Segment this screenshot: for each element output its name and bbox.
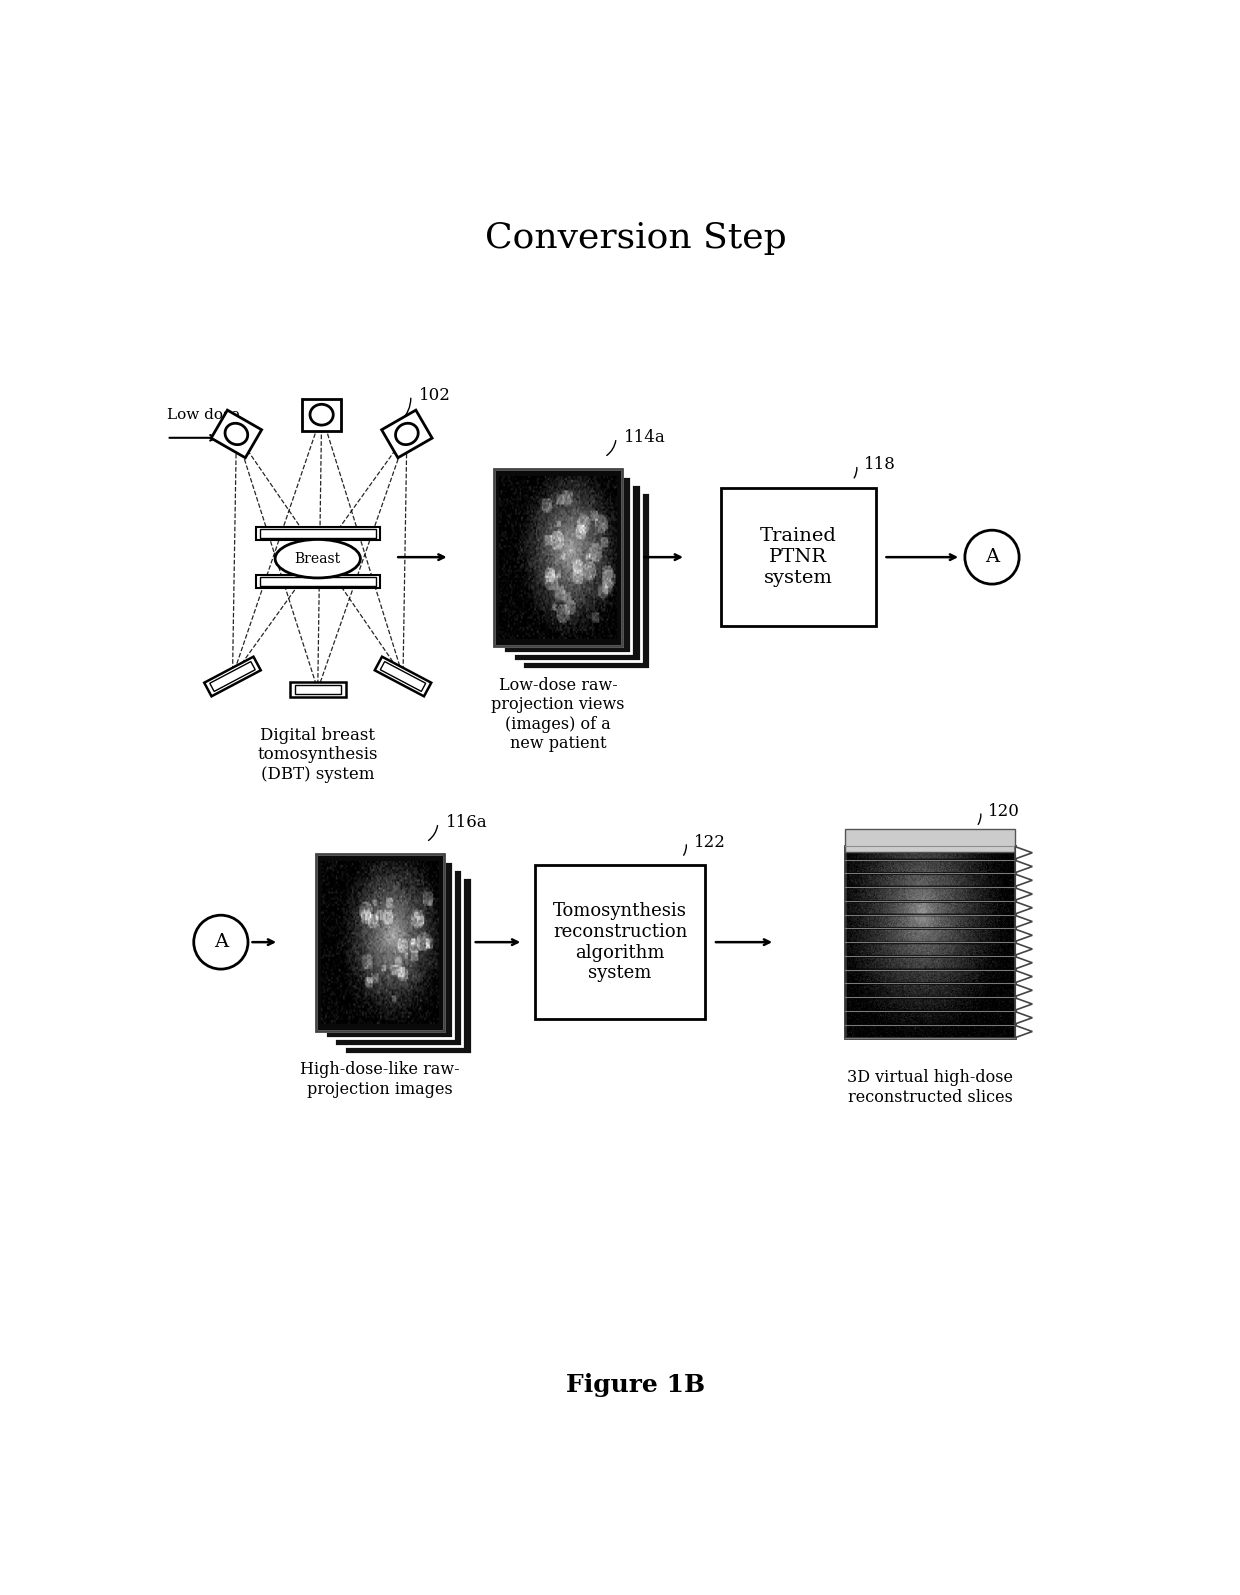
Text: 122: 122 bbox=[693, 834, 725, 850]
Text: Tomosynthesis
reconstruction
algorithm
system: Tomosynthesis reconstruction algorithm s… bbox=[553, 901, 687, 983]
Text: 116a: 116a bbox=[445, 815, 487, 831]
Text: Low-dose raw-
projection views
(images) of a
new patient: Low-dose raw- projection views (images) … bbox=[491, 676, 625, 753]
Text: Conversion Step: Conversion Step bbox=[485, 220, 786, 255]
Polygon shape bbox=[1016, 847, 1033, 858]
Polygon shape bbox=[1016, 984, 1033, 997]
FancyBboxPatch shape bbox=[316, 853, 444, 1030]
Circle shape bbox=[965, 530, 1019, 584]
Polygon shape bbox=[374, 657, 432, 697]
Ellipse shape bbox=[224, 423, 248, 445]
Text: Digital breast
tomosynthesis
(DBT) system: Digital breast tomosynthesis (DBT) syste… bbox=[258, 727, 378, 783]
Polygon shape bbox=[290, 683, 346, 697]
Polygon shape bbox=[1016, 930, 1033, 941]
Polygon shape bbox=[381, 662, 425, 691]
Polygon shape bbox=[382, 410, 432, 458]
FancyBboxPatch shape bbox=[343, 877, 471, 1054]
Circle shape bbox=[193, 916, 248, 970]
FancyBboxPatch shape bbox=[259, 577, 376, 585]
Polygon shape bbox=[1016, 970, 1033, 983]
Polygon shape bbox=[205, 657, 260, 697]
Text: A: A bbox=[213, 933, 228, 951]
Polygon shape bbox=[1016, 943, 1033, 955]
Text: 118: 118 bbox=[864, 456, 897, 474]
Text: 114a: 114a bbox=[624, 429, 666, 447]
Polygon shape bbox=[1016, 1026, 1033, 1038]
Ellipse shape bbox=[396, 423, 418, 445]
Text: High-dose-like raw-
projection images: High-dose-like raw- projection images bbox=[300, 1062, 460, 1097]
Polygon shape bbox=[301, 399, 341, 431]
FancyBboxPatch shape bbox=[720, 488, 875, 627]
FancyBboxPatch shape bbox=[534, 864, 706, 1019]
Text: A: A bbox=[985, 549, 999, 566]
Text: 3D virtual high-dose
reconstructed slices: 3D virtual high-dose reconstructed slice… bbox=[847, 1069, 1013, 1105]
FancyBboxPatch shape bbox=[512, 483, 641, 660]
FancyBboxPatch shape bbox=[255, 526, 379, 541]
FancyBboxPatch shape bbox=[494, 469, 622, 646]
Polygon shape bbox=[1016, 874, 1033, 887]
FancyBboxPatch shape bbox=[844, 829, 1016, 852]
Polygon shape bbox=[211, 410, 262, 458]
Polygon shape bbox=[1016, 998, 1033, 1010]
FancyBboxPatch shape bbox=[522, 491, 650, 668]
Ellipse shape bbox=[275, 539, 361, 577]
Polygon shape bbox=[1016, 888, 1033, 900]
Text: 120: 120 bbox=[988, 802, 1021, 820]
Polygon shape bbox=[1016, 1011, 1033, 1024]
Text: 102: 102 bbox=[419, 388, 450, 404]
Polygon shape bbox=[295, 684, 341, 694]
Text: Trained
PTNR
system: Trained PTNR system bbox=[760, 528, 837, 587]
Ellipse shape bbox=[310, 404, 334, 426]
Polygon shape bbox=[1016, 957, 1033, 968]
Text: Low dose: Low dose bbox=[166, 408, 239, 423]
Polygon shape bbox=[1016, 916, 1033, 928]
Text: Breast: Breast bbox=[295, 552, 341, 566]
FancyBboxPatch shape bbox=[503, 477, 631, 654]
Text: Figure 1B: Figure 1B bbox=[565, 1373, 706, 1397]
FancyBboxPatch shape bbox=[325, 861, 453, 1038]
Polygon shape bbox=[210, 662, 255, 691]
FancyBboxPatch shape bbox=[259, 530, 376, 538]
FancyBboxPatch shape bbox=[335, 869, 463, 1046]
FancyBboxPatch shape bbox=[255, 574, 379, 589]
Polygon shape bbox=[1016, 860, 1033, 872]
Polygon shape bbox=[1016, 901, 1033, 914]
